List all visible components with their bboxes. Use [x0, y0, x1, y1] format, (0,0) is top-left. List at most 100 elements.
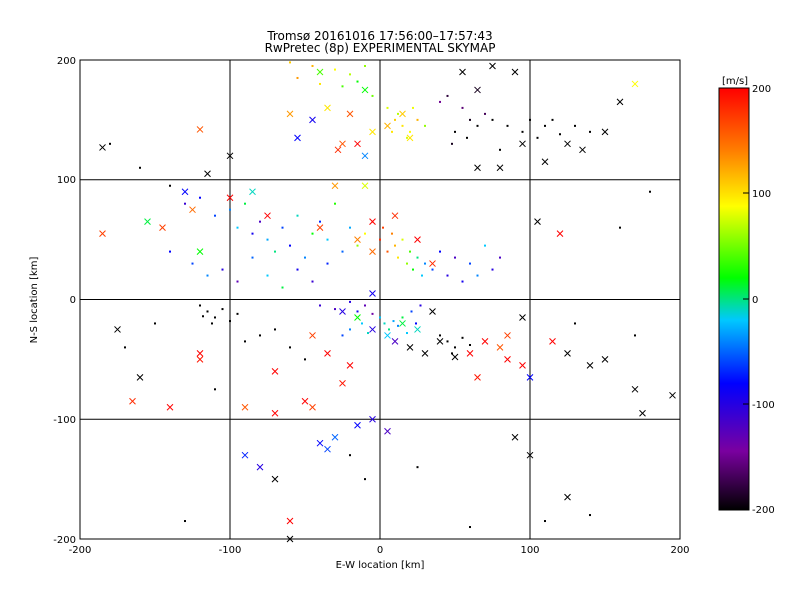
data-point-cross	[301, 397, 309, 405]
data-point-dot	[394, 244, 396, 247]
data-point-dot	[334, 202, 336, 205]
data-point-dot	[356, 80, 359, 83]
data-point-dot	[649, 190, 651, 193]
data-point-dot	[392, 320, 395, 323]
data-point-cross	[189, 206, 196, 214]
chart-subtitle: RwPretec (8p) EXPERIMENTAL SKYMAP	[265, 41, 496, 55]
data-point-cross	[369, 128, 376, 136]
data-point-dot	[446, 340, 449, 343]
data-point-cross	[316, 439, 324, 447]
data-point-cross	[541, 158, 549, 166]
data-point-dot	[221, 268, 224, 271]
data-point-cross	[384, 332, 391, 339]
data-point-dot	[214, 388, 216, 391]
data-point-dot	[334, 308, 336, 311]
data-point-dot	[364, 304, 366, 307]
data-point-dot	[154, 322, 156, 325]
data-point-dot	[296, 76, 299, 79]
data-point-cross	[421, 350, 429, 357]
data-point-dot	[521, 130, 524, 133]
data-point-cross	[616, 98, 624, 106]
data-point-cross	[354, 421, 361, 429]
data-point-dot	[214, 316, 216, 319]
colorbar-tick-label: -200	[752, 505, 775, 516]
data-point-cross	[384, 122, 391, 130]
data-point-cross	[669, 391, 676, 399]
data-point-cross	[496, 164, 504, 172]
data-point-dot	[401, 124, 404, 127]
data-point-cross	[339, 140, 346, 148]
x-axis-ticks: -200 -100 0 100 200	[69, 545, 690, 556]
data-point-cross	[324, 350, 331, 357]
data-point-cross	[406, 134, 414, 142]
data-point-dot	[349, 328, 351, 331]
data-point-cross	[294, 134, 301, 142]
data-point-dot	[484, 112, 486, 115]
data-point-dot	[461, 336, 464, 339]
data-point-cross	[114, 326, 121, 333]
data-point-cross	[226, 194, 234, 202]
data-point-dot	[406, 136, 408, 139]
data-point-dot	[289, 346, 291, 349]
y-axis-title: N-S location [km]	[29, 257, 40, 344]
data-point-dot	[394, 118, 396, 121]
data-point-dot	[236, 226, 239, 229]
data-point-dot	[311, 280, 314, 283]
data-point-cross	[196, 356, 204, 363]
data-point-cross	[504, 332, 511, 339]
data-point-cross	[631, 80, 639, 88]
data-point-dot	[536, 136, 539, 139]
data-point-dot	[469, 262, 471, 265]
grid-lines	[80, 60, 680, 539]
x-tick-label: -200	[69, 545, 92, 556]
data-point-dot	[410, 310, 413, 313]
data-point-dot	[551, 118, 554, 121]
data-point-cross	[549, 338, 556, 345]
data-point-cross	[526, 451, 534, 459]
data-point-dot	[466, 136, 468, 139]
data-point-dot	[139, 166, 141, 169]
data-point-dot	[349, 226, 351, 229]
data-point-dot	[391, 130, 393, 133]
data-point-cross	[564, 493, 571, 501]
data-point-dot	[244, 202, 246, 205]
data-point-dot	[236, 312, 239, 315]
colorbar: [m/s] 200 100 0 -100 -200	[718, 76, 775, 516]
data-point-dot	[169, 184, 171, 187]
data-point-dot	[559, 133, 561, 136]
data-point-cross	[474, 164, 481, 172]
data-point-dot	[401, 238, 404, 241]
data-point-cross	[331, 433, 339, 441]
data-point-cross	[639, 409, 646, 417]
data-point-cross	[519, 362, 526, 369]
data-point-dot	[364, 232, 366, 235]
data-point-cross	[196, 248, 204, 255]
data-point-dot	[415, 322, 417, 325]
data-point-dot	[341, 250, 344, 253]
data-point-cross	[136, 373, 144, 381]
y-tick-label: 200	[57, 56, 76, 67]
data-point-dot	[424, 262, 426, 265]
data-point-cross	[249, 188, 256, 196]
data-point-dot	[506, 124, 509, 127]
data-point-dot	[169, 250, 171, 253]
data-point-cross	[271, 367, 279, 375]
data-point-dot	[311, 64, 314, 67]
data-point-dot	[454, 346, 456, 349]
data-point-dot	[406, 262, 408, 265]
data-point-cross	[369, 248, 376, 255]
data-point-dot	[386, 106, 389, 109]
data-point-dot	[281, 226, 284, 229]
data-point-cross	[181, 188, 189, 196]
data-point-cross	[474, 86, 481, 94]
data-point-cross	[361, 152, 369, 160]
data-point-dot	[341, 85, 344, 88]
data-point-dot	[259, 220, 261, 223]
data-point-cross	[414, 236, 421, 243]
data-point-cross	[564, 350, 571, 357]
data-point-cross	[466, 350, 474, 357]
data-point-cross	[361, 86, 369, 94]
data-point-dot	[476, 274, 479, 277]
data-point-dot	[454, 256, 456, 259]
